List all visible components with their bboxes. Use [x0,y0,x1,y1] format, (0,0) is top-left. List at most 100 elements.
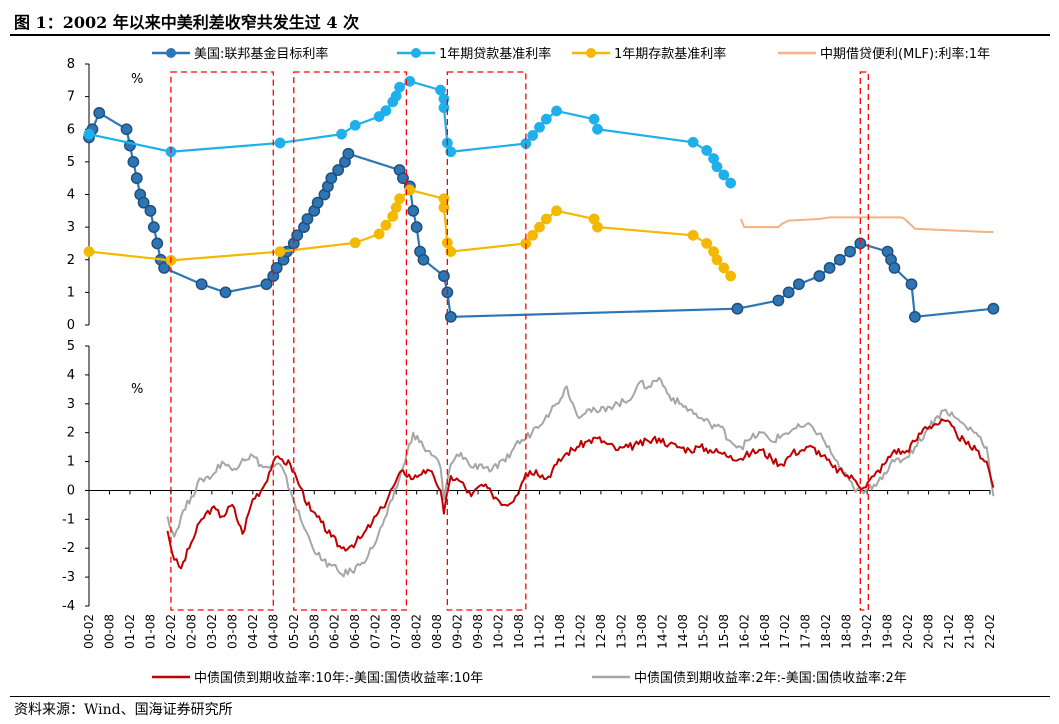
legend-label: 美国:联邦基金目标利率 [194,46,328,62]
yield-spread-panel: -4 -3 -2 -1 0 1 2 3 4 5% [62,339,995,614]
legend-bottom: 中债国债到期收益率:10年:-美国:国债收益率:10年 中债国债到期收益率:2年:… [152,670,907,686]
x-tick-label: 02-02 [164,614,178,649]
source-note: 资料来源：Wind、国海证券研究所 [14,702,233,718]
x-tick-label: 07-02 [369,614,383,649]
legend-label: 中债国债到期收益率:10年:-美国:国债收益率:10年 [194,670,483,686]
x-tick-label: 21-08 [963,614,977,649]
data-point [718,262,730,274]
x-tick-label: 17-02 [778,614,792,649]
data-point [301,213,314,225]
data-point [407,204,420,217]
data-point [888,262,901,274]
x-tick-label: 19-08 [881,614,895,649]
data-point [711,161,723,173]
data-point [540,113,552,125]
data-point [332,164,345,176]
x-tick-label: 11-08 [553,614,567,649]
data-point [219,286,232,299]
data-point [274,246,286,258]
x-tick-label: 16-08 [758,614,772,649]
x-tick-label: 03-02 [205,614,219,649]
figure-title: 图 1：2002 年以来中美利差收窄共发生过 4 次 [14,13,360,32]
data-point [772,294,785,307]
x-tick-label: 07-08 [389,614,403,649]
x-tick-label: 14-02 [655,614,669,649]
y-tick-label: 3 [67,397,75,412]
x-tick-label: 15-02 [696,614,710,649]
chart-area: 美国:联邦基金目标利率 1年期贷款基准利率 1年期存款基准利率 中期借贷便利(MLF)… [62,46,1000,686]
data-point [444,310,457,323]
data-point [404,184,416,196]
x-tick-label: 09-02 [451,614,465,649]
data-point [782,286,795,299]
spread-line-0 [166,418,995,570]
highlight-box-3 [446,71,527,611]
y-tick-label: 4 [67,368,75,383]
x-tick-label: 22-02 [983,614,997,649]
x-tick-label: 01-02 [123,614,137,649]
y-tick-label: 5 [67,155,75,170]
y-tick-label: -3 [62,570,75,585]
data-point [725,177,737,189]
series-line-2 [88,188,732,277]
data-point [588,113,600,125]
series-line-3 [739,216,994,234]
y-tick-label: 1 [67,285,75,300]
data-point [130,172,143,185]
x-tick-label: 18-08 [840,614,854,649]
data-point [540,213,552,225]
y-tick-label: 7 [67,90,75,105]
data-point [987,302,1000,315]
data-point [718,169,730,181]
y-tick-label: 5 [67,339,75,354]
data-point [711,254,723,266]
data-point [311,196,324,209]
data-point [445,146,457,158]
data-point [410,221,423,234]
legend-label: 中期借贷便利(MLF):利率:1年 [820,46,990,62]
y-tick-label: 0 [67,318,75,333]
x-tick-label: 19-02 [860,614,874,649]
data-point [592,123,603,135]
data-point [342,147,355,160]
x-tick-label: 11-02 [533,614,547,649]
x-tick-label: 18-02 [819,614,833,649]
x-tick-label: 05-02 [287,614,301,649]
data-point [592,221,603,233]
highlight-box-4 [859,71,869,611]
data-point [291,229,304,242]
data-point [380,105,392,117]
y-tick-label: 8 [67,57,75,72]
x-tick-label: 12-08 [594,614,608,649]
data-point [120,123,133,136]
policy-rate-panel: 0 1 2 3 4 5 6 7 8% [67,57,1000,333]
bottom-rule [10,696,1050,697]
data-point [158,262,170,274]
data-point [274,137,286,149]
x-tick-label: 15-08 [717,614,731,649]
data-point [792,278,805,291]
data-point [701,237,713,249]
data-point [349,237,361,249]
x-tick-label: 17-08 [799,614,813,649]
x-tick-label: 21-02 [942,614,956,649]
x-tick-label: 20-02 [901,614,915,649]
data-point [380,219,392,231]
data-point [725,270,737,282]
data-point [527,129,539,141]
legend-label: 中债国债到期收益率:2年:-美国:国债收益率:2年 [634,670,907,686]
x-tick-label: 09-08 [471,614,485,649]
x-tick-label: 05-08 [307,614,321,649]
x-tick-label: 04-02 [246,614,260,649]
x-tick-label: 03-08 [225,614,239,649]
data-point [195,278,208,291]
y-tick-label: 2 [67,253,75,268]
data-point [417,253,430,266]
data-point [93,107,106,119]
y-tick-label: -4 [62,599,75,614]
x-tick-label: 08-08 [430,614,444,649]
x-tick-label: 04-08 [266,614,280,649]
data-point [551,205,563,217]
data-point [813,270,826,282]
data-point [909,310,921,323]
